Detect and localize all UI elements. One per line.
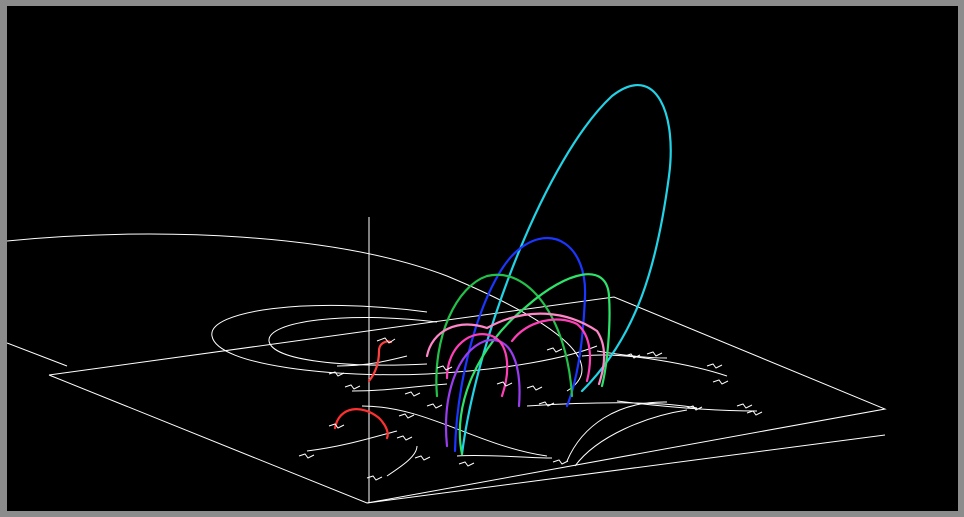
red-loop-small — [333, 408, 389, 440]
ground-plane — [48, 296, 887, 504]
green-loop-large — [435, 273, 574, 398]
inner-field-ellipse-1 — [211, 304, 598, 376]
magnetic-field-scene — [7, 83, 887, 504]
inner-field-ellipse-2 — [268, 316, 438, 366]
green-loop-right — [458, 273, 611, 456]
outer-field-ellipse — [7, 233, 583, 392]
ground-plane-edge-extension — [366, 434, 886, 504]
purple-loop — [445, 338, 521, 448]
sunspot-markers — [298, 337, 763, 481]
3d-viewport[interactable] — [7, 6, 958, 511]
pink-loop — [425, 312, 606, 386]
blue-loop — [453, 237, 587, 453]
cyan-loop — [460, 83, 672, 456]
magenta-loop — [445, 333, 509, 398]
red-loop-left — [367, 340, 393, 383]
pink-loop-inner — [510, 318, 592, 383]
white-field-lines — [306, 350, 758, 477]
